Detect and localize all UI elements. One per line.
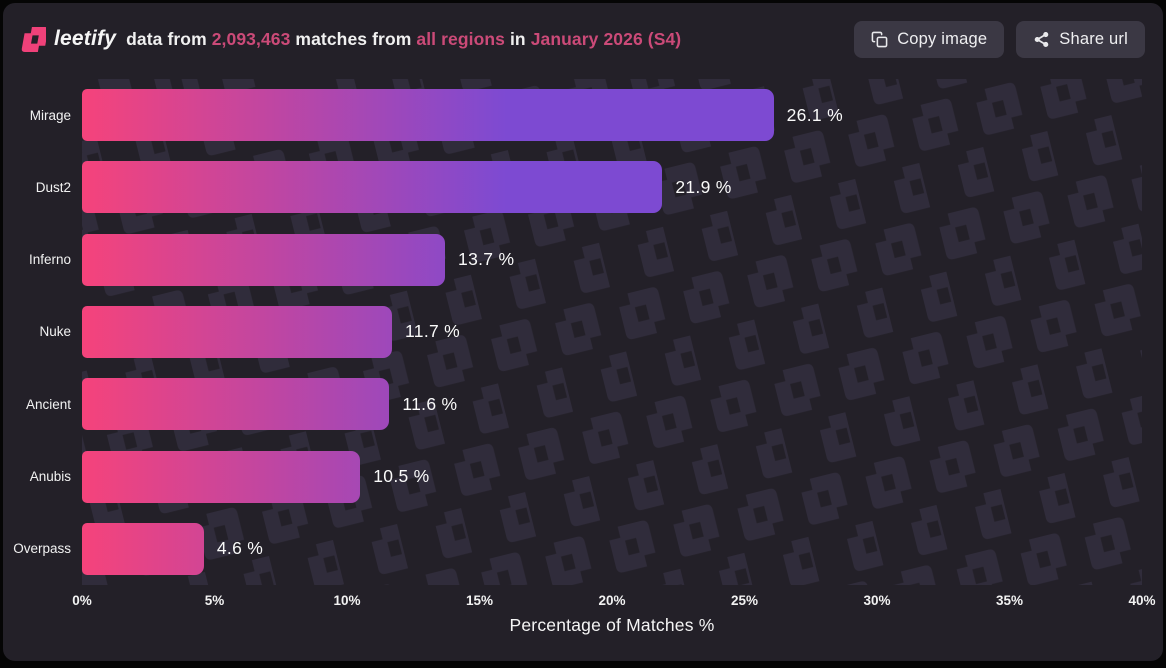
x-axis-tick: 15% (465, 593, 494, 608)
brand-name: leetify (54, 27, 117, 50)
category-label: Overpass (13, 541, 71, 557)
bar[interactable] (82, 450, 361, 503)
category-label: Dust2 (35, 179, 71, 195)
header-plain-text: in (505, 28, 531, 49)
value-label: 26.1 % (786, 104, 843, 125)
header-highlight-text: 2,093,463 (211, 28, 291, 49)
category-label: Nuke (39, 324, 71, 340)
value-label: 10.5 % (373, 466, 430, 487)
x-axis-tick: 5% (204, 593, 225, 608)
value-label: 11.7 % (405, 321, 461, 342)
bar-row: Inferno 13.7 % (29, 224, 1142, 296)
bar-row: Ancient 11.6 % (26, 368, 1142, 440)
x-axis-tick: 35% (995, 593, 1024, 608)
header-plain-text: matches from (290, 28, 417, 49)
x-axis-tick: 10% (333, 593, 361, 608)
share-url-button[interactable]: Share url (1016, 20, 1145, 58)
header-buttons: Copy image Share url (854, 20, 1145, 58)
bar-row: Dust2 21.9 % (36, 151, 1142, 223)
x-axis-tick: 20% (598, 593, 626, 608)
copy-image-label: Copy image (897, 29, 988, 48)
bar-rows: Mirage 26.1 % Dust2 21.9 % Inferno 13.7 % Nuke… (13, 79, 1142, 585)
header-highlight-text: all regions (416, 28, 505, 49)
bar[interactable] (82, 305, 393, 358)
bar[interactable] (82, 522, 204, 575)
copy-icon (871, 31, 888, 47)
bar[interactable] (82, 161, 663, 214)
header-highlight-text: January 2026 (S4) (530, 28, 682, 49)
x-axis-title: Percentage of Matches % (509, 615, 715, 635)
category-label: Ancient (25, 396, 71, 412)
value-label: 4.6 % (216, 538, 264, 559)
category-label: Inferno (28, 252, 71, 268)
share-url-label: Share url (1059, 29, 1128, 48)
bar[interactable] (82, 378, 390, 431)
header: leetify data from 2,093,463 matches from… (3, 3, 1163, 67)
x-axis: 0% 5% 10% 15% 20% 25% 30% 35% 40% (72, 589, 1155, 613)
bar-row: Mirage 26.1 % (30, 79, 1142, 151)
bar[interactable] (82, 89, 774, 142)
page-title: leetify data from 2,093,463 matches from… (21, 26, 681, 52)
x-axis-tick: 25% (730, 593, 759, 608)
header-plain-text: data from (126, 28, 212, 49)
category-label: Mirage (29, 107, 71, 123)
bar-row: Nuke 11.7 % (39, 296, 1142, 368)
category-label: Anubis (29, 469, 71, 485)
value-label: 21.9 % (675, 176, 732, 197)
bar[interactable] (82, 233, 446, 286)
value-label: 11.6 % (402, 393, 458, 414)
bar-chart-plot-area: Mirage 26.1 % Dust2 21.9 % Inferno 13.7 % Nuke… (13, 79, 1142, 585)
share-icon (1034, 31, 1049, 47)
x-axis-tick: 40% (1128, 593, 1156, 608)
x-axis-tick: 30% (863, 593, 891, 608)
x-axis-title-row: Percentage of Matches % (82, 615, 1142, 636)
value-label: 13.7 % (458, 249, 515, 270)
bar-row: Overpass 4.6 % (13, 513, 1142, 585)
x-axis-tick: 0% (72, 593, 92, 608)
chart-card: leetify data from 2,093,463 matches from… (3, 3, 1163, 661)
header-text: data from 2,093,463 matches from all reg… (126, 29, 681, 50)
bar-row: Anubis 10.5 % (30, 440, 1142, 512)
copy-image-button[interactable]: Copy image (854, 20, 1005, 58)
leetify-logo-icon (21, 26, 46, 52)
